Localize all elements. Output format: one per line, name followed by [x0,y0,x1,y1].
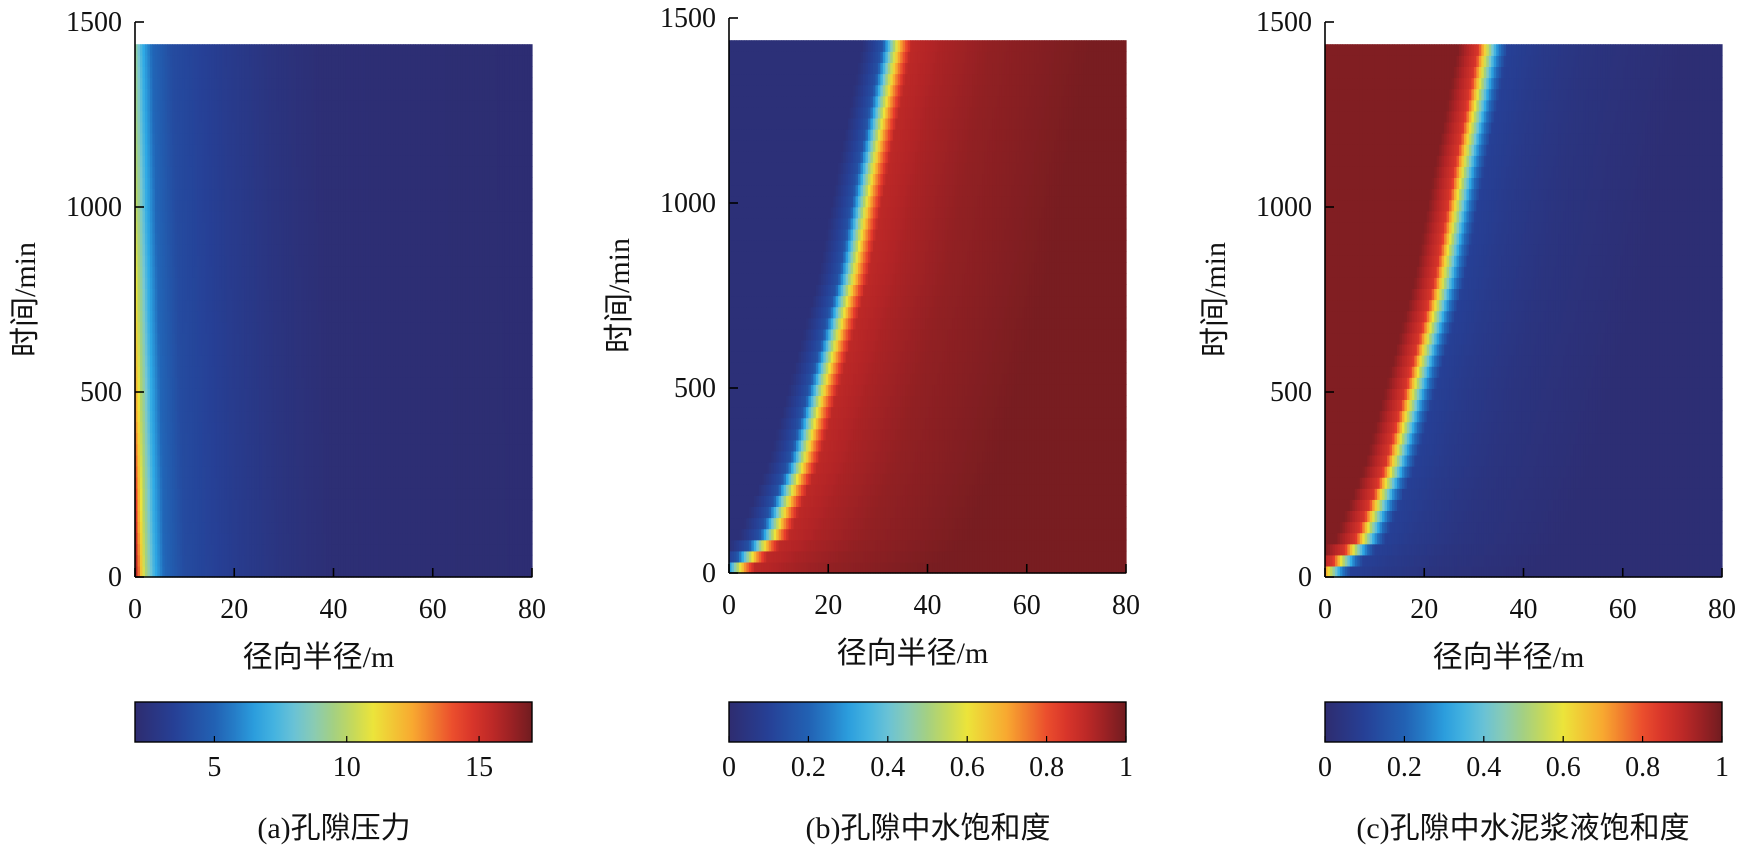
heatmap-cell [530,233,533,245]
heatmap-cell [530,366,533,378]
heatmap-cell [530,377,533,389]
figure-canvas: 0 20 40 60 80050010001500径向半径/m时间/min5 10 15(a… [0,0,1737,849]
heatmap-cell [530,300,533,312]
heatmap-cell [530,277,533,289]
heatmap-cell [530,555,533,567]
heatmap-cell [530,477,533,489]
heatmap-cell [530,466,533,478]
heatmap-cell [530,510,533,522]
heatmap-cell [530,244,533,256]
heatmap-cell [530,455,533,467]
heatmap-field [135,44,533,577]
heatmap-cell [530,322,533,334]
heatmap-cell [530,344,533,356]
heatmap-cell [530,399,533,411]
heatmap-cell [530,533,533,545]
heatmap-cell [530,422,533,434]
heatmap-cell [530,255,533,267]
heatmap-cell [530,288,533,300]
heatmap-cell [530,433,533,445]
heatmap-cell [530,544,533,556]
heatmap-cell [530,355,533,367]
heatmap-cell [530,522,533,534]
heatmap-cell [530,499,533,511]
heatmap-cell [530,311,533,323]
heatmap-cell [530,388,533,400]
heatmap-cell [530,266,533,278]
heatmap-cell [530,444,533,456]
heatmap-cell [530,411,533,423]
heatmap-cell [530,333,533,345]
heatmap-cell [530,488,533,500]
